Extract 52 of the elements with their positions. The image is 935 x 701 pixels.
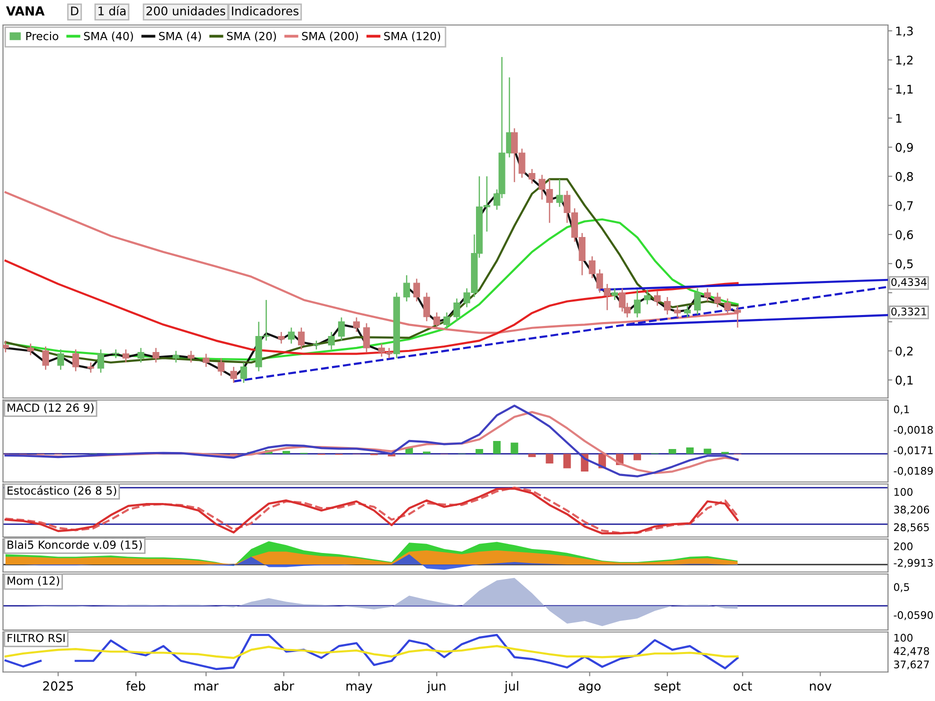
legend-label: SMA (4)	[159, 32, 201, 42]
y-tick-label: 0,7	[896, 201, 913, 212]
text: 200 unidades	[146, 6, 226, 16]
y-tick-label: 1,1	[896, 84, 913, 95]
legend-label: Precio	[26, 32, 58, 40]
x-tick-label: may	[346, 684, 372, 694]
text: 1 día	[98, 6, 126, 16]
y-tick-label: 0,1	[896, 376, 913, 386]
y-tick-label: 1,3	[896, 26, 913, 37]
x-tick-label: feb	[126, 681, 146, 691]
text: 37,627	[894, 660, 929, 670]
legend-label: SMA (120)	[384, 32, 440, 42]
text: -0,0189	[894, 466, 933, 476]
x-tick-label: mar	[194, 684, 219, 691]
x-tick-label: ago	[578, 684, 601, 694]
text: -0,0590	[894, 611, 933, 620]
x-tick-label: oct	[734, 682, 752, 691]
x-tick-label: abr	[274, 681, 294, 691]
x-tick-label: jun	[426, 681, 446, 694]
y-tick-label: 0,6	[896, 230, 913, 240]
chart-title: FILTRO RSI	[8, 634, 65, 642]
text: 200	[894, 542, 912, 550]
text: 38,206	[894, 506, 930, 515]
y-tick-label: 0,9	[896, 142, 913, 154]
text: Indicadores	[232, 6, 298, 16]
text: 100	[894, 488, 912, 496]
x-tick-label: jul	[504, 681, 518, 694]
text: -0,0018	[894, 426, 933, 435]
text: 100	[894, 634, 912, 642]
text: -2,9913	[894, 558, 933, 568]
chart-title: VANA	[6, 6, 45, 16]
annotation: 0,4334	[891, 278, 927, 288]
legend-label: SMA (20)	[227, 32, 276, 42]
y-tick-label: 0,2	[896, 346, 913, 357]
text: -0,0171	[894, 446, 933, 456]
chart-title: MACD (12 26 9)	[8, 403, 94, 414]
x-tick-label: nov	[810, 684, 832, 691]
annotation: 0,3321	[891, 308, 926, 317]
y-tick-label: 1	[896, 114, 902, 123]
y-tick-label: 0,8	[896, 172, 913, 182]
x-tick-label: sept	[654, 682, 681, 694]
x-tick-label: 2025	[43, 681, 73, 691]
y-tick-label: 1,2	[896, 56, 913, 66]
text: D	[71, 6, 78, 16]
chart-title: Mom (12)	[8, 576, 60, 586]
legend-label: SMA (40)	[84, 32, 133, 42]
legend-label: SMA (200)	[302, 32, 358, 42]
y-tick-label: 0,5	[896, 259, 913, 270]
text: 42,478	[894, 647, 930, 656]
chart-title: Estocástico (26 8 5)	[8, 486, 116, 496]
text: 28,565	[894, 523, 929, 532]
chart-title: Blai5 Koncorde v.09 (15)	[8, 540, 142, 550]
